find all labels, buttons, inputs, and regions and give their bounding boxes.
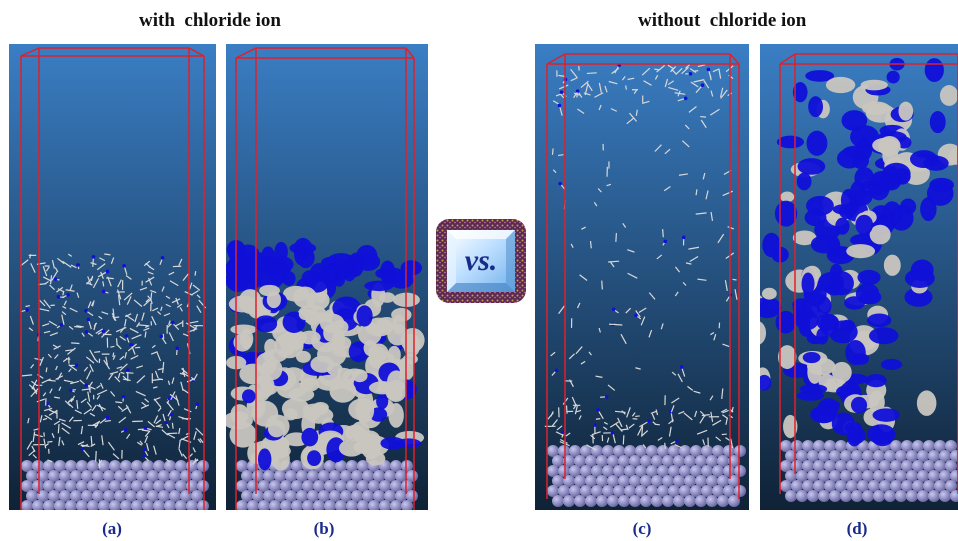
panel-c-label: (c) <box>632 519 652 538</box>
simulation-background <box>535 44 749 510</box>
simulation-box <box>546 53 740 499</box>
panel-a-label: (a) <box>102 519 122 538</box>
simulation-box <box>20 47 205 510</box>
molecule-layer <box>19 253 207 469</box>
panel-b <box>226 44 428 510</box>
vs-badge-frame <box>436 219 526 303</box>
panel-d <box>760 44 958 510</box>
panel-c <box>535 44 749 510</box>
panel-c-render <box>535 44 749 510</box>
vs-badge: vs. <box>436 219 526 303</box>
panel-b-render <box>226 44 428 510</box>
molecule-layer <box>544 63 738 451</box>
substrate-layer <box>21 460 209 510</box>
left-group-title: with chloride ion <box>139 10 281 31</box>
panel-a-render <box>9 44 216 510</box>
substrate-layer <box>547 445 746 507</box>
right-group-title: without chloride ion <box>638 10 807 31</box>
simulation-box <box>779 53 958 494</box>
substrate-layer <box>780 440 958 502</box>
panel-b-label: (b) <box>313 519 335 538</box>
panel-d-label: (d) <box>846 519 868 538</box>
molecule-layer <box>760 57 958 447</box>
simulation-box <box>235 47 415 510</box>
panel-a <box>9 44 216 510</box>
panel-d-render <box>760 44 958 510</box>
